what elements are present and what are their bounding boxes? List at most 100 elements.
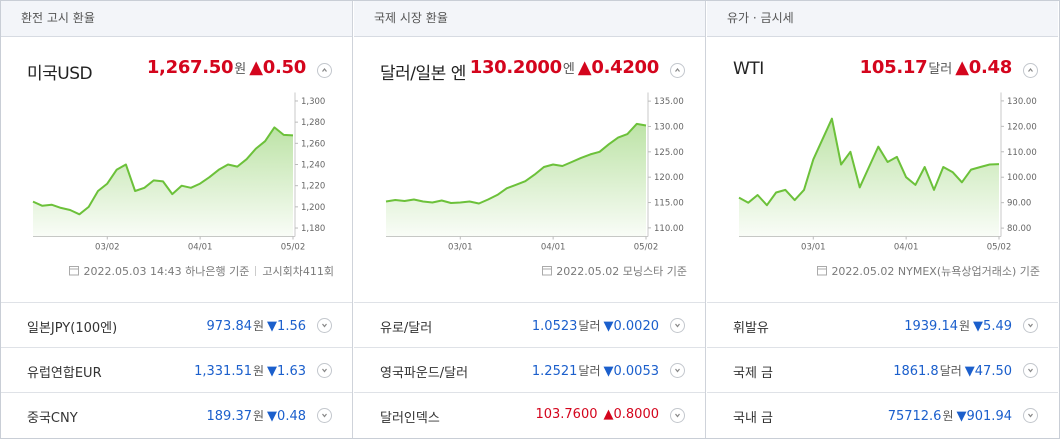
toggle-icon [322, 323, 327, 328]
quote-values: 105.17달러 ▲0.48 [859, 57, 1013, 78]
chevron [322, 413, 327, 418]
quote-values: 1,267.50원 ▲0.50 [147, 57, 306, 78]
row-value: 1.0523 [531, 319, 578, 334]
quote-row[interactable]: 국내 금 75712.6원 ▼901.94 [707, 392, 1058, 439]
toggle-button[interactable] [670, 318, 685, 333]
y-tick-label: 130.00 [654, 122, 684, 132]
x-tick-label: 05/02 [987, 243, 1012, 253]
icon-box [817, 266, 828, 276]
toggle-icon [675, 368, 680, 373]
toggle-button[interactable] [1023, 408, 1038, 423]
y-tick-label: 1,300 [301, 97, 325, 107]
icon-box [69, 266, 80, 276]
toggle-button[interactable] [317, 363, 332, 378]
y-tick-label: 130.00 [1007, 97, 1037, 107]
y-tick-label: 125.00 [654, 148, 684, 158]
toggle-button[interactable] [1023, 363, 1038, 378]
row-name: 영국파운드/달러 [380, 366, 469, 381]
y-tick-label: 1,240 [301, 161, 325, 171]
row-name: 유로/달러 [380, 321, 433, 336]
quote-row[interactable]: 휘발유 1939.14원 ▼5.49 [707, 302, 1058, 348]
quote-row[interactable]: 중국CNY 189.37원 ▼0.48 [1, 392, 352, 439]
unit: 엔 [562, 62, 575, 77]
panel: 유가 · 금시세 WTI 105.17달러 ▲0.48 130.00 120.00 110.… [707, 1, 1058, 438]
row-values: 103.7600 ▲0.8000 [535, 407, 659, 422]
y-tick-label: 1,200 [301, 203, 325, 213]
change: ▲0.50 [249, 57, 306, 78]
toggle-icon [322, 413, 327, 418]
x-tick-label: 04/01 [894, 243, 919, 253]
quote-row[interactable]: 달러인덱스 103.7600 ▲0.8000 [354, 392, 705, 439]
row-values: 1.0523달러 ▼0.0020 [532, 317, 659, 334]
date: 2022.05.03 14:43 하나은행 기준 [83, 265, 250, 278]
row-value: 103.7600 [535, 407, 598, 422]
date: 2022.05.02 모닝스타 기준 [556, 265, 687, 278]
row-name: 휘발유 [733, 321, 769, 336]
row-value: 1861.8 [893, 364, 939, 379]
price: 105.17 [859, 57, 928, 78]
y-tick-label: 135.00 [654, 97, 684, 107]
quote-row[interactable]: 일본JPY(100엔) 973.84원 ▼1.56 [1, 302, 352, 348]
x-tick-label: 05/02 [281, 243, 306, 253]
row-values: 1,331.51원 ▼1.63 [194, 362, 306, 379]
unit: 원 [234, 62, 247, 77]
toggle-button[interactable] [317, 63, 332, 78]
line [385, 122, 647, 205]
toggle-icon [1028, 368, 1033, 373]
quote-title: 미국USD [27, 64, 93, 84]
toggle-button[interactable] [670, 363, 685, 378]
toggle-icon [675, 323, 680, 328]
toggle-icon [1028, 68, 1033, 72]
panel: 환전 고시 환율 미국USD 1,267.50원 ▲0.50 1,300 1,280 1,2… [1, 1, 353, 438]
chevron [1028, 368, 1033, 373]
quote-values: 130.2000엔 ▲0.4200 [470, 57, 660, 78]
line [738, 117, 1000, 207]
line [32, 126, 294, 216]
y-tick-label: 1,220 [301, 182, 325, 192]
icon-box [542, 266, 553, 276]
chevron [322, 368, 327, 373]
quote-row[interactable]: 국제 금 1861.8달러 ▼47.50 [707, 347, 1058, 393]
toggle-button[interactable] [317, 318, 332, 333]
row-value: 1.2521 [531, 364, 578, 379]
y-tick-label: 1,280 [301, 118, 325, 128]
chart: 130.00 120.00 110.00 100.00 90.00 80.00 03/01 0… [738, 92, 1037, 253]
row-values: 75712.6원 ▼901.94 [888, 407, 1012, 424]
chevron [675, 368, 680, 373]
toggle-button[interactable] [317, 408, 332, 423]
toggle-button[interactable] [1023, 63, 1038, 78]
calendar-icon [542, 266, 553, 276]
y-tick-label: 115.00 [654, 199, 684, 209]
row-unit: 달러 [939, 364, 962, 378]
row-value: 1,331.51 [194, 364, 252, 379]
chevron [1028, 68, 1033, 72]
row-values: 1861.8달러 ▼47.50 [893, 362, 1012, 379]
quote-title: 달러/일본 엔 [380, 64, 466, 84]
y-tick-label: 120.00 [654, 173, 684, 183]
row-change: ▲0.8000 [603, 407, 660, 422]
row-change: ▼901.94 [956, 409, 1013, 424]
quote-row[interactable]: 유로/달러 1.0523달러 ▼0.0020 [354, 302, 705, 348]
x-tick-label: 03/02 [95, 243, 120, 253]
area [739, 118, 999, 237]
toggle-button[interactable] [670, 63, 685, 78]
row-value: 973.84 [206, 319, 253, 334]
row-name: 달러인덱스 [380, 411, 440, 426]
quote-row[interactable]: 유럽연합EUR 1,331.51원 ▼1.63 [1, 347, 352, 393]
row-unit: 달러 [578, 364, 601, 378]
row-values: 1.2521달러 ▼0.0053 [532, 362, 659, 379]
y-tick-label: 120.00 [1007, 122, 1037, 132]
toggle-icon [322, 368, 327, 373]
tab-title: 국제 시장 환율 [354, 1, 705, 37]
row-name: 유럽연합EUR [27, 366, 102, 381]
y-tick-label: 90.00 [1007, 199, 1031, 209]
row-unit: 달러 [578, 319, 601, 333]
row-values: 1939.14원 ▼5.49 [904, 317, 1012, 334]
quote-row[interactable]: 영국파운드/달러 1.2521달러 ▼0.0053 [354, 347, 705, 393]
toggle-button[interactable] [670, 408, 685, 423]
row-change: ▼0.0020 [603, 319, 660, 334]
separator [255, 266, 257, 276]
toggle-button[interactable] [1023, 318, 1038, 333]
